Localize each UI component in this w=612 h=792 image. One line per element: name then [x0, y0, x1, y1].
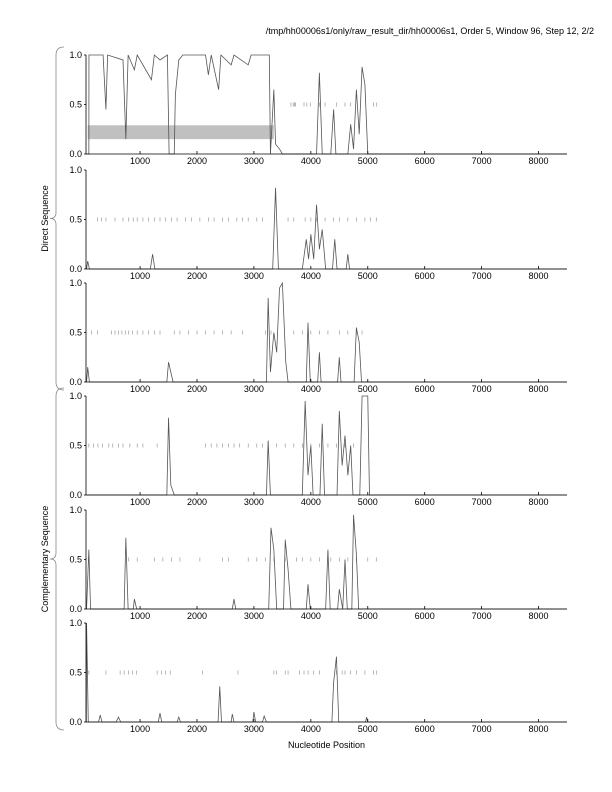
x-tick-label: 8000: [529, 156, 549, 166]
x-tick-label: 7000: [472, 724, 492, 734]
coding-potential-line: [86, 514, 567, 610]
group-brace: [49, 387, 65, 731]
x-tick-label: 4000: [301, 497, 321, 507]
x-tick-label: 1000: [130, 611, 150, 621]
coding-potential-line: [86, 187, 567, 270]
x-tick-label: 5000: [358, 497, 378, 507]
x-tick-label: 1000: [130, 271, 150, 281]
x-tick-label: 2000: [187, 611, 207, 621]
x-tick-label: 3000: [244, 611, 264, 621]
x-tick-label: 2000: [187, 384, 207, 394]
x-tick-label: 8000: [529, 611, 549, 621]
x-tick-label: 2000: [187, 156, 207, 166]
y-tick-label: 0.5: [69, 215, 82, 225]
x-tick-label: 5000: [358, 271, 378, 281]
group-brace: [49, 46, 65, 391]
y-tick-label: 0.0: [69, 717, 82, 727]
x-tick-label: 4000: [301, 611, 321, 621]
y-tick-label: 0.5: [69, 555, 82, 565]
x-axis-label: Nucleotide Position: [288, 740, 365, 750]
x-tick-label: 7000: [472, 156, 492, 166]
x-tick-label: 2000: [187, 271, 207, 281]
panel-2: 0.0 0.5 1.0 1000 2000 3000 4000 5000 6000 7000 800…: [69, 165, 567, 281]
coding-potential-line: [86, 281, 567, 383]
x-tick-label: 2000: [187, 497, 207, 507]
x-tick-label: 7000: [472, 271, 492, 281]
panel-4: 0.0 0.5 1.0 1000 2000 3000 4000 5000 6000 7000 800…: [69, 391, 567, 507]
chart-title: /tmp/hh00006s1/only/raw_result_dir/hh000…: [265, 26, 594, 36]
x-tick-label: 4000: [301, 156, 321, 166]
coding-potential-line: [86, 395, 567, 496]
x-tick-label: 6000: [415, 611, 435, 621]
x-tick-label: 8000: [529, 724, 549, 734]
x-tick-label: 6000: [415, 271, 435, 281]
x-tick-label: 3000: [244, 271, 264, 281]
x-tick-label: 3000: [244, 724, 264, 734]
x-tick-label: 4000: [301, 724, 321, 734]
y-tick-label: 0.0: [69, 604, 82, 614]
x-tick-label: 6000: [415, 724, 435, 734]
y-tick-label: 1.0: [69, 50, 82, 60]
x-tick-label: 3000: [244, 384, 264, 394]
x-tick-label: 1000: [130, 384, 150, 394]
panel-3: 0.0 0.5 1.0 1000 2000 3000 4000 5000 6000 7000 800…: [69, 278, 567, 394]
panel-5: 0.0 0.5 1.0 1000 2000 3000 4000 5000 6000 7000 800…: [69, 505, 567, 621]
y-tick-label: 1.0: [69, 278, 82, 288]
x-tick-label: 8000: [529, 497, 549, 507]
x-tick-label: 7000: [472, 611, 492, 621]
x-tick-label: 4000: [301, 271, 321, 281]
x-tick-label: 2000: [187, 724, 207, 734]
y-tick-label: 0.5: [69, 441, 82, 451]
x-tick-label: 1000: [130, 156, 150, 166]
group-label: Direct Sequence: [40, 185, 50, 252]
panel-6: 0.0 0.5 1.0 1000 2000 3000 4000 5000 6000 7000 800…: [69, 618, 567, 734]
coding-region-band: [87, 125, 274, 140]
x-tick-label: 6000: [415, 384, 435, 394]
x-tick-label: 3000: [244, 156, 264, 166]
y-tick-label: 0.5: [69, 668, 82, 678]
coding-potential-line: [85, 622, 567, 723]
x-tick-label: 5000: [358, 724, 378, 734]
x-tick-label: 4000: [301, 384, 321, 394]
y-tick-label: 0.5: [69, 100, 82, 110]
x-tick-label: 5000: [358, 384, 378, 394]
group-label: Complementary Sequence: [40, 506, 50, 613]
x-tick-label: 7000: [472, 384, 492, 394]
y-tick-label: 0.5: [69, 328, 82, 338]
x-tick-label: 1000: [130, 497, 150, 507]
x-tick-label: 1000: [130, 724, 150, 734]
y-tick-label: 0.0: [69, 264, 82, 274]
y-tick-label: 1.0: [69, 391, 82, 401]
y-tick-label: 0.0: [69, 490, 82, 500]
x-tick-label: 6000: [415, 156, 435, 166]
x-tick-label: 5000: [358, 156, 378, 166]
y-tick-label: 1.0: [69, 165, 82, 175]
panel-1: 0.0 0.5 1.0 1000 2000 3000 4000 5000 6000 7000 800…: [69, 50, 567, 166]
x-tick-label: 3000: [244, 497, 264, 507]
y-tick-label: 1.0: [69, 505, 82, 515]
y-tick-label: 0.0: [69, 377, 82, 387]
y-tick-label: 0.0: [69, 149, 82, 159]
x-tick-label: 5000: [358, 611, 378, 621]
y-tick-label: 1.0: [69, 618, 82, 628]
x-tick-label: 7000: [472, 497, 492, 507]
x-tick-label: 6000: [415, 497, 435, 507]
x-tick-label: 8000: [529, 384, 549, 394]
x-tick-label: 8000: [529, 271, 549, 281]
